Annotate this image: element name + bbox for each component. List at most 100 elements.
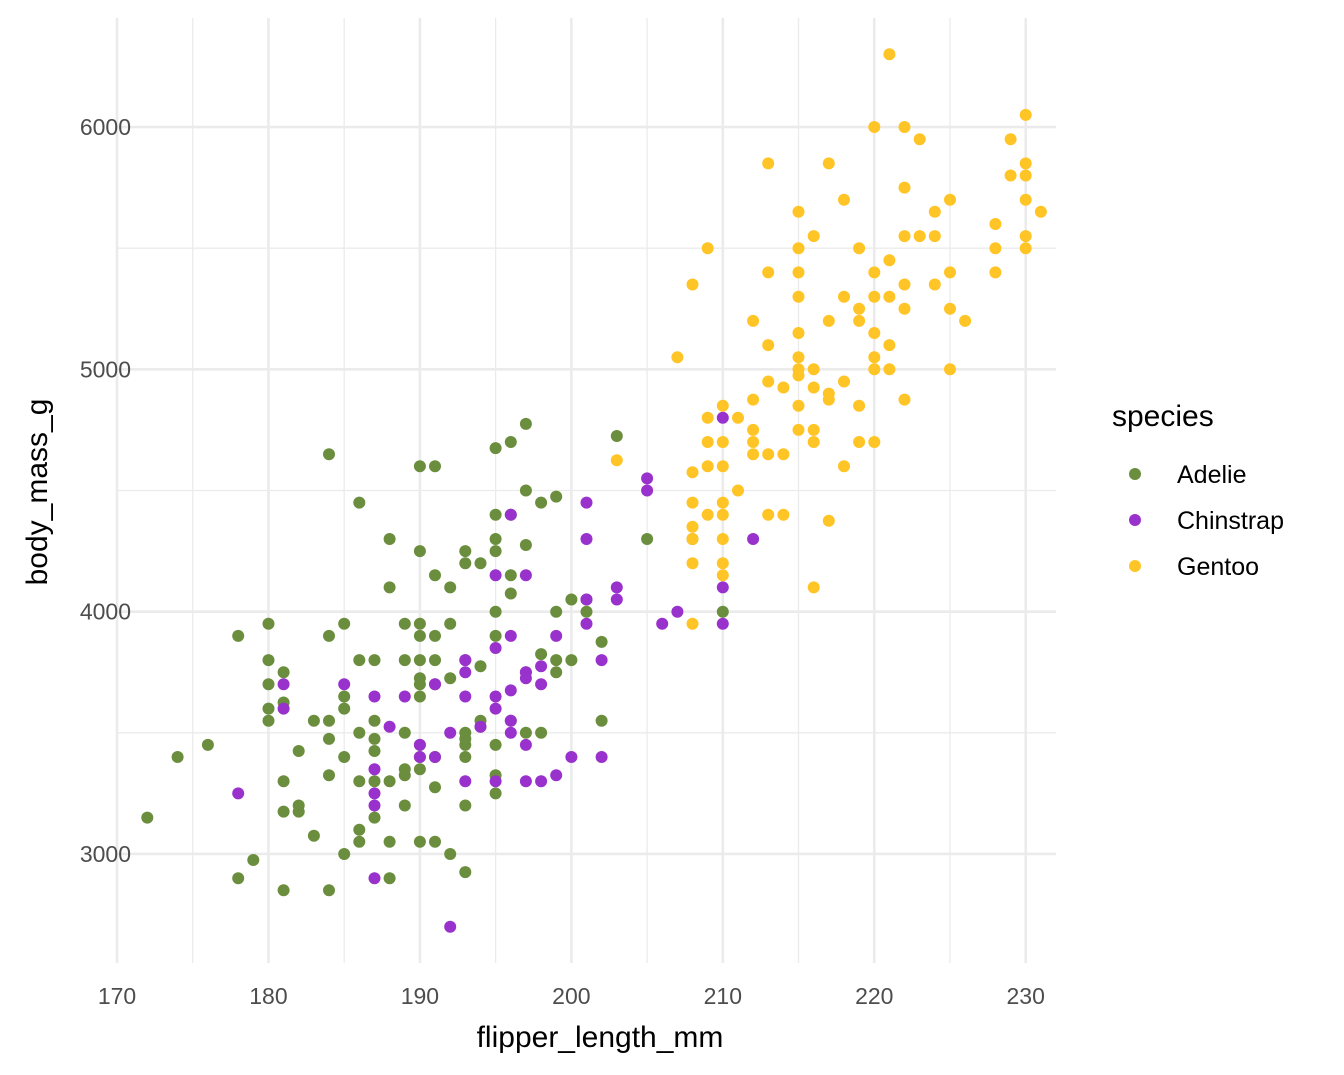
legend-title: species	[1112, 400, 1214, 433]
legend-label-chinstrap: Chinstrap	[1177, 507, 1284, 535]
x-tick-label: 220	[855, 983, 893, 1009]
data-point	[716, 557, 729, 570]
data-point	[792, 369, 805, 382]
data-point	[459, 738, 472, 751]
data-point	[1019, 242, 1032, 255]
data-point	[686, 496, 699, 509]
data-point	[383, 581, 396, 594]
data-point	[368, 787, 381, 800]
data-point	[323, 732, 335, 745]
data-point	[489, 775, 502, 788]
data-point	[580, 605, 593, 618]
data-point	[747, 393, 760, 406]
data-point	[868, 351, 881, 364]
data-point	[398, 726, 411, 739]
data-point	[868, 121, 881, 133]
data-point	[747, 448, 760, 461]
data-point	[868, 266, 881, 279]
x-axis-title: flipper_length_mm	[477, 1021, 724, 1054]
data-point	[489, 508, 502, 521]
data-point	[747, 436, 760, 448]
data-point	[504, 726, 517, 739]
data-point	[338, 702, 351, 715]
y-tick-label: 3000	[80, 841, 131, 867]
data-point	[853, 242, 866, 255]
data-point	[777, 381, 790, 394]
data-point	[489, 533, 502, 545]
y-tick-label: 6000	[80, 114, 131, 140]
grid	[115, 18, 1056, 963]
data-point	[277, 805, 290, 818]
data-point	[519, 417, 532, 430]
data-point	[519, 539, 532, 551]
data-point	[413, 629, 426, 642]
data-point	[868, 327, 881, 339]
data-point	[504, 629, 517, 642]
data-point	[368, 872, 381, 885]
data-point	[1019, 108, 1032, 121]
data-point	[580, 593, 593, 606]
data-point	[338, 690, 351, 703]
data-point	[853, 399, 866, 412]
x-tick-label: 190	[401, 983, 439, 1009]
data-point	[989, 218, 1002, 230]
x-tick-label: 180	[249, 983, 287, 1009]
data-point	[853, 302, 866, 315]
data-point	[716, 581, 729, 594]
data-point	[762, 448, 775, 461]
data-point	[550, 605, 563, 618]
data-point	[792, 266, 805, 279]
data-point	[883, 339, 896, 352]
data-point	[747, 314, 760, 327]
data-point	[474, 557, 487, 570]
data-point	[459, 799, 472, 812]
data-point	[247, 854, 260, 866]
data-point	[368, 690, 381, 703]
data-point	[398, 690, 411, 703]
data-point	[338, 617, 351, 630]
data-point	[459, 557, 472, 570]
data-point	[686, 617, 699, 630]
data-point	[474, 660, 487, 673]
data-point	[277, 678, 290, 691]
data-point	[368, 763, 381, 776]
data-point	[232, 872, 245, 885]
data-point	[883, 254, 896, 267]
data-point	[398, 654, 411, 667]
data-point	[504, 714, 517, 727]
data-point	[383, 872, 396, 885]
data-point	[383, 775, 396, 788]
data-point	[519, 738, 532, 751]
data-point	[277, 666, 290, 679]
data-point	[928, 230, 941, 243]
y-tick-label: 4000	[80, 599, 131, 625]
data-point	[822, 314, 835, 327]
data-point	[398, 769, 411, 782]
data-point	[519, 569, 532, 582]
data-point	[277, 702, 290, 715]
data-point	[822, 393, 835, 406]
data-point	[777, 448, 790, 461]
data-point	[792, 327, 805, 339]
data-point	[489, 629, 502, 642]
data-point	[398, 617, 411, 630]
data-point	[989, 242, 1002, 255]
data-point	[489, 569, 502, 582]
data-point	[1019, 230, 1032, 243]
data-point	[535, 496, 548, 509]
data-point	[550, 654, 563, 667]
data-point	[368, 745, 381, 757]
data-point	[1034, 205, 1047, 218]
data-point	[762, 375, 775, 388]
series-chinstrap	[232, 411, 760, 933]
data-point	[686, 557, 699, 570]
data-point	[459, 654, 472, 667]
data-point	[459, 545, 472, 558]
data-point	[535, 775, 548, 788]
data-point	[383, 835, 396, 848]
data-point	[444, 920, 457, 933]
data-point	[232, 787, 245, 800]
data-point	[413, 738, 426, 751]
data-point	[550, 666, 563, 679]
